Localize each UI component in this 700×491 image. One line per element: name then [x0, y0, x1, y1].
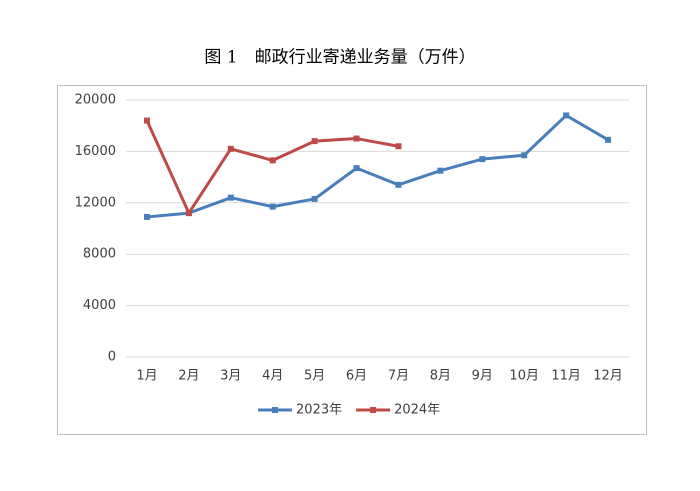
legend-marker	[272, 407, 278, 413]
x-tick-label: 7月	[388, 369, 409, 384]
point-marker	[395, 181, 402, 188]
x-tick-label: 12月	[593, 369, 623, 384]
x-tick-label: 4月	[262, 369, 283, 384]
x-tick-label: 3月	[220, 369, 241, 384]
point-marker	[269, 157, 276, 164]
x-tick-label: 5月	[304, 369, 325, 384]
point-marker	[227, 194, 234, 201]
x-tick-label: 6月	[346, 369, 367, 384]
point-marker	[563, 112, 570, 119]
series-line	[146, 113, 609, 219]
legend-label: 2024年	[394, 403, 440, 418]
chart-title: 图 1 邮政行业寄递业务量（万件）	[204, 48, 475, 68]
point-marker	[395, 143, 402, 150]
point-marker	[185, 210, 192, 217]
series-line	[145, 119, 399, 215]
x-tick-label: 11月	[551, 369, 581, 384]
x-tick-label: 1月	[136, 369, 157, 384]
point-marker	[437, 167, 444, 174]
point-marker	[269, 203, 276, 210]
point-marker	[479, 156, 486, 163]
y-tick-label: 20000	[75, 93, 116, 108]
point-marker	[605, 136, 612, 143]
y-tick-label: 4000	[83, 298, 116, 313]
point-marker	[311, 138, 318, 145]
point-marker	[311, 195, 318, 202]
x-tick-label: 10月	[509, 369, 539, 384]
x-tick-label: 8月	[430, 369, 451, 384]
y-tick-label: 12000	[75, 195, 116, 210]
x-tick-label: 2月	[178, 369, 199, 384]
y-tick-label: 16000	[75, 144, 116, 159]
point-marker	[227, 145, 234, 152]
point-marker	[353, 135, 360, 142]
legend-marker	[370, 407, 377, 413]
point-marker	[143, 213, 150, 220]
legend-label: 2023年	[296, 403, 342, 418]
y-tick-label: 8000	[83, 247, 116, 262]
chart-frame	[57, 85, 647, 435]
x-tick-label: 9月	[472, 369, 493, 384]
point-marker	[353, 165, 360, 172]
point-marker	[143, 117, 150, 124]
point-marker	[521, 152, 528, 159]
y-tick-label: 0	[108, 350, 116, 365]
